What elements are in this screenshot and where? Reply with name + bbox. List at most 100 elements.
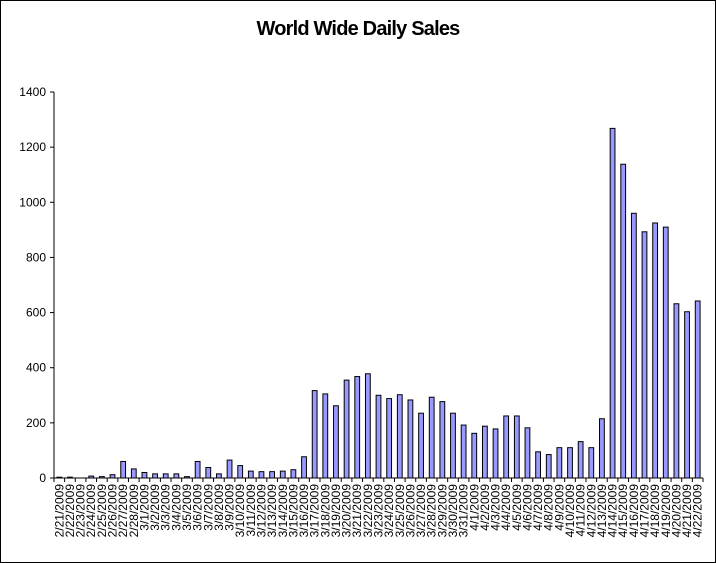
- bar: [482, 425, 488, 479]
- x-category-label: 2/25/2009: [95, 484, 109, 538]
- y-tick-label: 1200: [19, 140, 46, 154]
- bar: [588, 447, 595, 479]
- bar: [162, 473, 169, 479]
- x-category-label: 3/21/2009: [350, 484, 364, 538]
- x-category-label: 4/4/2009: [499, 484, 513, 531]
- x-category-label: 3/17/2009: [308, 484, 322, 538]
- bar: [418, 412, 424, 479]
- x-category-label: 4/6/2009: [520, 484, 534, 531]
- x-category-label: 3/23/2009: [372, 484, 386, 538]
- y-tick-label: 1000: [19, 195, 46, 209]
- x-category-label: 3/19/2009: [329, 484, 343, 538]
- bar: [567, 447, 573, 479]
- y-tick-label: 400: [26, 361, 46, 375]
- bar: [641, 231, 648, 479]
- y-tick-label: 200: [26, 416, 46, 430]
- x-category-label: 2/23/2009: [74, 484, 88, 538]
- x-category-label: 3/3/2009: [159, 484, 173, 531]
- x-category-label: 3/9/2009: [223, 484, 237, 531]
- x-category-label: 3/24/2009: [382, 484, 396, 538]
- x-category-label: 4/11/2009: [574, 484, 588, 537]
- bar: [311, 390, 318, 479]
- x-category-label: 4/19/2009: [659, 484, 673, 538]
- x-category-label: 4/14/2009: [606, 484, 620, 538]
- bar: [269, 471, 275, 479]
- bar: [301, 456, 307, 479]
- x-category-label: 2/28/2009: [127, 484, 141, 538]
- x-category-label: 4/15/2009: [616, 484, 630, 538]
- bar: [386, 398, 393, 479]
- bar: [194, 460, 201, 479]
- x-category-label: 2/24/2009: [84, 484, 98, 538]
- x-category-label: 4/22/2009: [691, 484, 705, 538]
- x-category-label: 2/26/2009: [106, 484, 120, 538]
- bar: [88, 475, 95, 479]
- x-category-label: 4/20/2009: [669, 484, 683, 538]
- bar: [216, 473, 222, 479]
- bar: [492, 428, 499, 479]
- bar: [279, 470, 286, 479]
- x-category-label: 4/9/2009: [552, 484, 566, 531]
- bar: [609, 127, 616, 479]
- x-category-label: 3/13/2009: [265, 484, 279, 538]
- x-category-label: 4/7/2009: [531, 484, 545, 531]
- x-category-label: 4/16/2009: [627, 484, 641, 538]
- x-category-label: 3/28/2009: [425, 484, 439, 538]
- x-category-label: 3/27/2009: [414, 484, 428, 538]
- x-category-label: 3/10/2009: [233, 484, 247, 538]
- bar: [375, 394, 382, 479]
- bar: [173, 473, 180, 479]
- x-category-label: 3/26/2009: [403, 484, 417, 538]
- x-category-label: 3/7/2009: [201, 484, 215, 531]
- bar: [184, 476, 190, 479]
- x-category-label: 3/6/2009: [191, 484, 205, 531]
- bar: [630, 212, 637, 479]
- x-category-label: 3/29/2009: [435, 484, 449, 538]
- bar: [354, 376, 361, 479]
- x-category-label: 4/21/2009: [680, 484, 694, 538]
- x-category-label: 3/25/2009: [393, 484, 407, 538]
- x-category-label: 2/27/2009: [116, 484, 130, 538]
- x-category-label: 3/11/2009: [244, 484, 258, 537]
- bar: [226, 459, 233, 479]
- x-category-label: 3/30/2009: [446, 484, 460, 538]
- y-tick-label: 1400: [19, 85, 46, 99]
- bar: [503, 415, 510, 479]
- y-tick-label: 800: [26, 250, 46, 264]
- x-category-label: 4/17/2009: [637, 484, 651, 538]
- x-category-label: 3/14/2009: [276, 484, 290, 538]
- x-category-label: 4/5/2009: [510, 484, 524, 531]
- bar: [439, 401, 446, 479]
- bar: [56, 476, 63, 479]
- bar: [428, 396, 435, 479]
- y-tick-label: 600: [26, 306, 46, 320]
- x-category-label: 3/31/2009: [457, 484, 471, 538]
- x-category-label: 2/22/2009: [63, 484, 77, 538]
- y-axis: 0 200 400 600 800 1000 1200 1400: [19, 85, 55, 485]
- bar: [247, 470, 254, 479]
- bar: [396, 394, 403, 479]
- bar: [460, 424, 467, 479]
- bar: [333, 405, 339, 479]
- x-category-label: 3/20/2009: [340, 484, 354, 538]
- bar: [471, 432, 478, 479]
- x-category-label: 3/1/2009: [137, 484, 151, 531]
- bar: [535, 451, 541, 479]
- x-category-label: 4/12/2009: [584, 484, 598, 538]
- x-category-label: 3/12/2009: [254, 484, 268, 538]
- bar: [694, 300, 701, 479]
- bar: [258, 471, 265, 479]
- bar: [684, 311, 690, 479]
- bar: [673, 303, 680, 479]
- x-category-label: 4/10/2009: [563, 484, 577, 538]
- bars: [56, 127, 701, 479]
- x-category-label: 4/8/2009: [542, 484, 556, 531]
- x-category-label: 3/15/2009: [286, 484, 300, 538]
- x-category-label: 3/8/2009: [212, 484, 226, 531]
- x-category-label: 3/22/2009: [361, 484, 375, 538]
- bar: [343, 379, 350, 479]
- x-category-label: 2/21/2009: [52, 484, 66, 538]
- bar: [141, 471, 148, 479]
- x-category-label: 3/4/2009: [169, 484, 183, 531]
